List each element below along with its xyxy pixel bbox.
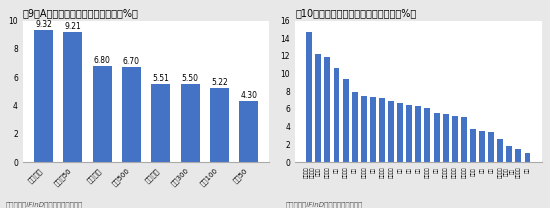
Bar <box>92 66 112 162</box>
Bar <box>488 132 494 162</box>
Bar <box>151 84 170 162</box>
Bar <box>388 101 394 162</box>
Bar <box>470 129 476 162</box>
Bar <box>507 146 512 162</box>
Text: 资料来源：iFinD，信达证券研发中心: 资料来源：iFinD，信达证券研发中心 <box>6 201 83 208</box>
Bar <box>425 108 431 162</box>
Bar <box>397 103 403 162</box>
Bar <box>352 92 358 162</box>
Bar <box>333 68 339 162</box>
Bar <box>63 32 82 162</box>
Text: 5.50: 5.50 <box>182 74 199 83</box>
Bar <box>497 139 503 162</box>
Bar <box>415 106 421 162</box>
Bar <box>370 98 376 162</box>
Bar <box>452 116 458 162</box>
Bar <box>443 114 449 162</box>
Text: 资料来源：iFinD，信达证券研发中心: 资料来源：iFinD，信达证券研发中心 <box>286 201 364 208</box>
Bar <box>479 131 485 162</box>
Text: 4.30: 4.30 <box>240 91 257 100</box>
Bar <box>324 57 331 162</box>
Bar <box>525 153 530 162</box>
Bar <box>343 79 349 162</box>
Text: 图10：中万一级行业周涨跌幅（单位：%）: 图10：中万一级行业周涨跌幅（单位：%） <box>295 8 416 18</box>
Bar <box>406 105 412 162</box>
Bar <box>461 117 467 162</box>
Bar <box>433 113 439 162</box>
Text: 5.51: 5.51 <box>152 74 169 83</box>
Text: 9.21: 9.21 <box>64 22 81 31</box>
Bar <box>180 84 200 162</box>
Bar <box>210 88 229 162</box>
Text: 5.22: 5.22 <box>211 78 228 87</box>
Bar <box>122 67 141 162</box>
Bar <box>379 98 385 162</box>
Text: 6.70: 6.70 <box>123 57 140 66</box>
Bar <box>515 149 521 162</box>
Bar <box>239 101 258 162</box>
Bar <box>34 30 53 162</box>
Text: 图9：A股主要指数周涨跌幅（单位：%）: 图9：A股主要指数周涨跌幅（单位：%） <box>23 8 139 18</box>
Bar <box>315 54 321 162</box>
Bar <box>306 32 312 162</box>
Text: 9.32: 9.32 <box>35 20 52 29</box>
Bar <box>361 96 367 162</box>
Text: 6.80: 6.80 <box>94 56 111 65</box>
